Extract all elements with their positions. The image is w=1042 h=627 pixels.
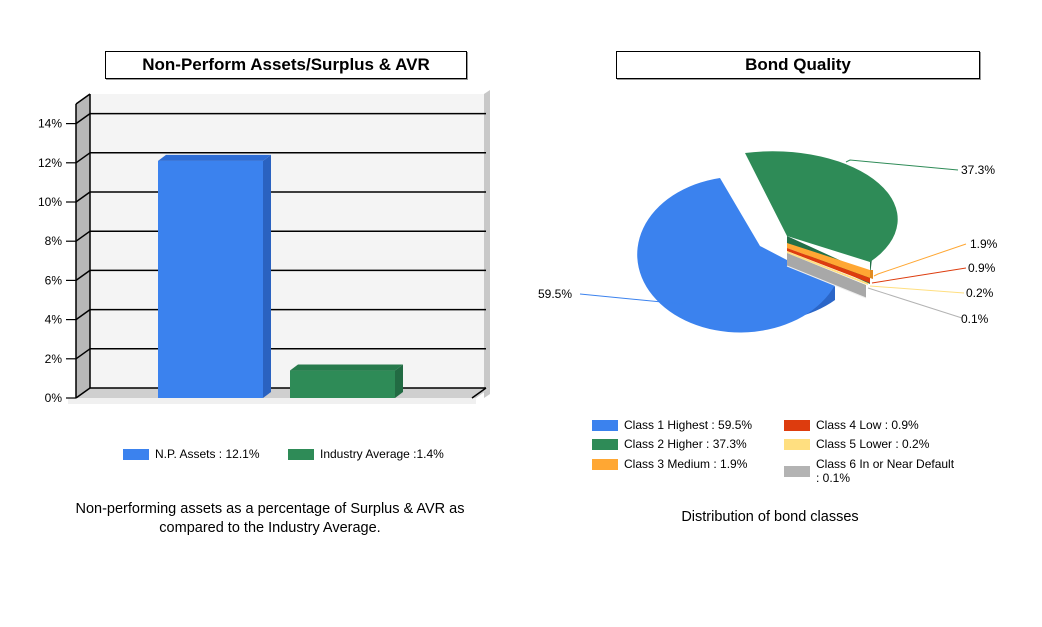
y-tick-label: 8% <box>45 234 63 248</box>
bar-chart-gridlines <box>75 112 486 360</box>
legend-item-class4: Class 4 Low : 0.9% <box>784 418 919 432</box>
pie-chart-title: Bond Quality <box>616 51 980 79</box>
bar-chart-left-wall <box>76 94 90 398</box>
pie-slice-class6 <box>787 253 866 298</box>
slice-label: 0.1% <box>961 312 989 326</box>
bar-n-p-assets <box>158 154 271 398</box>
legend-item-class2: Class 2 Higher : 37.3% <box>592 437 747 451</box>
legend-item-class3: Class 3 Medium : 1.9% <box>592 457 747 471</box>
legend-swatch <box>592 459 618 470</box>
legend-item-class1: Class 1 Highest : 59.5% <box>592 418 752 432</box>
slice-label: 1.9% <box>970 237 998 251</box>
y-tick-label: 6% <box>45 273 63 287</box>
legend-item-industry-average: Industry Average :1.4% <box>288 447 444 461</box>
legend-swatch <box>592 439 618 450</box>
slice-label: 0.2% <box>966 286 994 300</box>
legend-item-class5: Class 5 Lower : 0.2% <box>784 437 929 451</box>
legend-label: Class 2 Higher : 37.3% <box>624 437 747 451</box>
y-tick-label: 2% <box>45 352 63 366</box>
y-tick-label: 12% <box>38 156 62 170</box>
legend-swatch <box>784 420 810 431</box>
slice-label: 59.5% <box>538 287 572 301</box>
legend-label: N.P. Assets : 12.1% <box>155 447 260 461</box>
pie-slice-class1 <box>637 178 835 333</box>
caption-line: compared to the Industry Average. <box>159 520 381 536</box>
pie-chart-slice-labels: 59.5% 37.3% 1.9% 0.9% 0.2% 0.1% <box>538 163 998 326</box>
pie-slice-class4 <box>787 248 870 283</box>
y-tick-label: 0% <box>45 391 63 405</box>
bar-industry-average <box>290 364 403 398</box>
legend-label: Industry Average :1.4% <box>320 447 444 461</box>
slice-label: 37.3% <box>961 163 995 177</box>
legend-swatch <box>784 439 810 450</box>
bar-chart-bars <box>158 154 403 398</box>
legend-item-class6: Class 6 In or Near Default : 0.1% <box>784 457 954 485</box>
legend-swatch <box>592 420 618 431</box>
legend-label: Class 1 Highest : 59.5% <box>624 418 753 432</box>
bar-chart-y-axis: 0% 2% 4% 6% 8% 10% 12% 14% <box>38 93 91 405</box>
pie-slice-class3 <box>787 243 870 278</box>
legend-swatch <box>123 449 149 460</box>
pie-slice-class5 <box>787 251 868 285</box>
bar-chart-title: Non-Perform Assets/Surplus & AVR <box>105 51 467 79</box>
legend-label: Class 3 Medium : 1.9% <box>624 457 748 471</box>
legend-label: Class 6 In or Near Default : 0.1% <box>816 457 955 485</box>
legend-item-np-assets: N.P. Assets : 12.1% <box>123 447 260 461</box>
slice-label: 0.9% <box>968 261 996 275</box>
pie-slice-class2 <box>745 151 898 262</box>
bar-chart-caption: Non-performing assets as a percentage of… <box>20 500 520 538</box>
legend-label: Class 5 Lower : 0.2% <box>816 437 930 451</box>
y-tick-label: 10% <box>38 195 62 209</box>
legend-swatch <box>784 466 810 477</box>
caption-line: Non-performing assets as a percentage of… <box>75 501 465 517</box>
pie-chart-caption: Distribution of bond classes <box>681 509 859 525</box>
legend-label: Class 4 Low : 0.9% <box>816 418 919 432</box>
y-tick-label: 4% <box>45 313 63 327</box>
y-tick-label: 14% <box>38 117 62 131</box>
legend-swatch <box>288 449 314 460</box>
